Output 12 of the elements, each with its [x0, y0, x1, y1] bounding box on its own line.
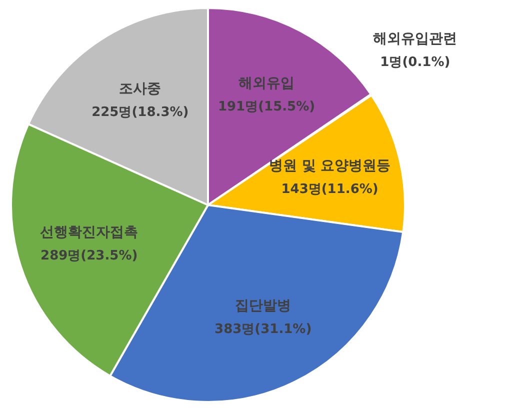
data-label: 191명(15.5%): [218, 100, 316, 115]
data-label: 383명(31.1%): [214, 322, 312, 338]
data-label: 225명(18.3%): [92, 105, 189, 120]
slice-label: 조사중: [119, 81, 162, 98]
slice-label: 병원 및 요양병원등: [268, 158, 391, 174]
slice-label: 해외유입관련: [373, 31, 458, 48]
data-label: 289명(23.5%): [40, 248, 138, 264]
slice-label: 해외유입: [238, 76, 295, 92]
data-label: 1명(0.1%): [380, 55, 450, 70]
data-label: 143명(11.6%): [281, 182, 378, 197]
slice-label: 집단발병: [235, 298, 292, 314]
slice-label: 선행확진자접촉: [40, 224, 138, 241]
